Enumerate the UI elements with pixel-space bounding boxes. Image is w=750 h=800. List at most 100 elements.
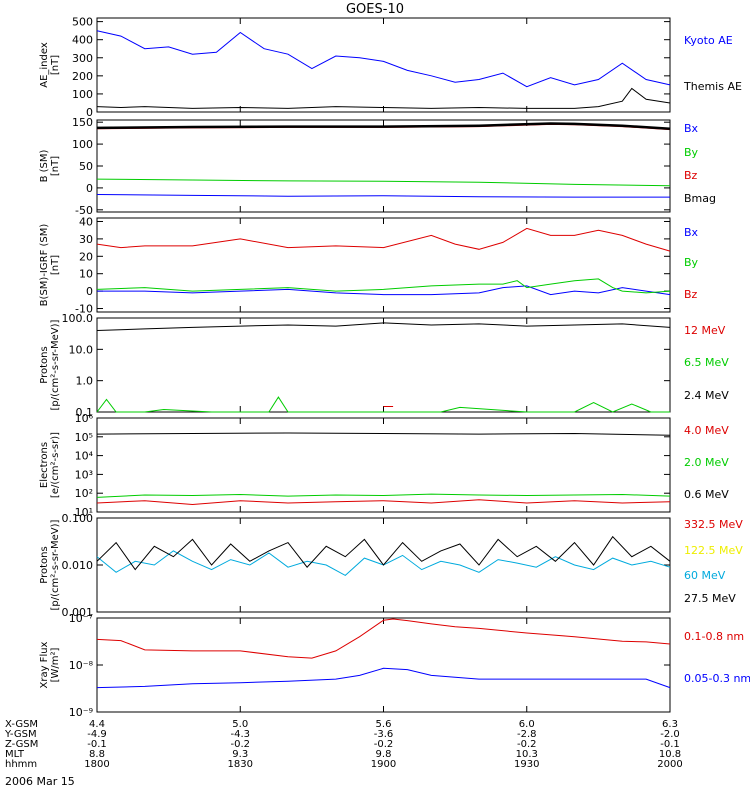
y-axis-label: [nT] <box>50 156 61 176</box>
y-tick-label: 10⁵ <box>75 431 93 444</box>
y-axis-label: AE_index <box>39 42 50 88</box>
y-tick-label: 40 <box>79 215 93 228</box>
legend-entry: Kyoto AE <box>684 34 733 47</box>
x-row-value: -2.0 <box>660 729 680 740</box>
panel-5: 10¹ 10² 10³ 10⁴ 10⁵ 10⁶ Electrons [e/(cm²-s-sr)… <box>39 412 729 519</box>
legend-entry: 6.5 MeV <box>684 356 729 369</box>
y-tick-label: 10³ <box>75 468 93 481</box>
x-row-value: -3.6 <box>374 729 394 740</box>
panel-6: 0.001 0.010 0.100 Protons [p/(cm²-s-sr-MeV)]… <box>39 512 743 619</box>
panel-frame <box>96 217 671 313</box>
y-tick-label: 100 <box>72 138 93 151</box>
x-row-value: 6.0 <box>519 719 535 730</box>
x-axis-table: X-GSM 4.4 5.0 5.6 6.0 6.3 Y-GSM -4.9 -4.3 -3.6 -2.… <box>4 719 683 770</box>
series-line <box>96 550 671 577</box>
y-axis-label: [nT] <box>50 255 61 275</box>
legend-entry: 27.5 MeV <box>684 592 736 605</box>
panel-frame <box>96 617 671 713</box>
x-row-value: 1830 <box>228 759 253 770</box>
y-tick-label: 1.0 <box>76 375 94 388</box>
legend-entry: By <box>684 146 699 159</box>
y-tick-label: 10⁴ <box>75 450 94 463</box>
series-line <box>96 432 671 436</box>
x-row-value: 5.6 <box>376 719 392 730</box>
y-axis-label: [p/(cm²-s-sr-MeV)] <box>50 319 61 410</box>
y-tick-label: 0.1 <box>76 406 94 419</box>
x-row-label: Z-GSM <box>5 739 38 750</box>
y-tick-label: 300 <box>72 52 93 65</box>
panel-3: -10 0 10 20 30 40 B(SM)-IGRF (SM) [nT] Bx By Bz <box>39 215 699 315</box>
x-row-value: 2000 <box>657 759 682 770</box>
x-row-value: -0.1 <box>87 739 107 750</box>
y-tick-label: 10⁶ <box>75 412 94 425</box>
y-tick-label: -50 <box>75 204 93 217</box>
x-row-label: Y-GSM <box>4 729 37 740</box>
y-tick-label: 10⁻⁸ <box>69 659 94 672</box>
y-tick-label: 0.010 <box>62 559 94 572</box>
series-line <box>96 499 671 506</box>
x-row-value: 1930 <box>514 759 539 770</box>
series-line <box>96 122 671 131</box>
legend-entry: By <box>684 256 699 269</box>
x-row-value: -0.2 <box>230 739 250 750</box>
y-tick-label: 10⁻⁷ <box>69 612 93 625</box>
x-row-value: 1900 <box>371 759 396 770</box>
panel-frame <box>96 119 671 213</box>
legend-entry: 332.5 MeV <box>684 518 743 531</box>
y-tick-label: 150 <box>72 116 93 129</box>
y-tick-label: 0 <box>86 285 93 298</box>
panel-7: 10⁻⁹ 10⁻⁸ 10⁻⁷ Xray Flux [W/m²] 0.1-0.8 nm 0.0… <box>39 612 750 719</box>
series-line <box>96 396 670 413</box>
y-axis-label: B (SM) <box>39 149 50 182</box>
panel-2: -50 0 50 100 150 B (SM) [nT] Bx By Bz Bmag <box>39 116 716 217</box>
y-axis-label: B(SM)-IGRF (SM) <box>39 224 50 307</box>
panel-frame <box>96 417 671 513</box>
x-row-value: 5.0 <box>232 719 248 730</box>
y-tick-label: 20 <box>79 250 93 263</box>
legend-entry: 2.4 MeV <box>684 389 729 402</box>
x-row-value: 9.3 <box>232 749 248 760</box>
legend-entry: 122.5 MeV <box>684 544 743 557</box>
y-axis-label: Electrons <box>39 442 50 488</box>
series-line <box>96 30 671 88</box>
y-tick-label: 100.0 <box>62 312 94 325</box>
y-tick-label: -10 <box>75 303 93 316</box>
x-row-value: -4.3 <box>230 729 250 740</box>
series-line <box>96 194 670 198</box>
series-line <box>96 278 671 294</box>
y-tick-label: 0.001 <box>62 606 94 619</box>
legend-entry: Bx <box>684 226 699 239</box>
x-row-value: 10.3 <box>516 749 538 760</box>
y-tick-label: 100 <box>72 88 93 101</box>
x-row-value: 6.3 <box>662 719 678 730</box>
y-axis-label: Protons <box>39 346 50 383</box>
x-row-value: 9.8 <box>376 749 392 760</box>
series-line <box>96 87 671 109</box>
legend-entry: 0.05-0.3 nm <box>684 672 750 685</box>
x-row-value: 1800 <box>84 759 109 770</box>
x-row-value: -2.8 <box>517 729 537 740</box>
y-tick-label: 400 <box>72 34 93 47</box>
legend-entry: Bz <box>684 169 698 182</box>
series-line <box>96 667 671 689</box>
series-line <box>96 618 671 659</box>
series-line <box>96 178 671 187</box>
x-row-label: hhmm <box>5 759 37 770</box>
y-tick-label: 10² <box>75 487 93 500</box>
legend-entry: 12 MeV <box>684 324 726 337</box>
y-tick-label: 500 <box>72 16 93 29</box>
y-tick-label: 200 <box>72 70 93 83</box>
y-axis-label: [nT] <box>50 55 61 75</box>
series-line <box>96 493 671 498</box>
legend-entry: 4.0 MeV <box>684 424 729 437</box>
legend-entry: 60 MeV <box>684 569 726 582</box>
legend-entry: Bz <box>684 288 698 301</box>
x-row-value: -0.2 <box>517 739 537 750</box>
y-tick-label: 50 <box>79 160 93 173</box>
panel-frame <box>96 17 671 113</box>
legend-entry: 2.0 MeV <box>684 456 729 469</box>
y-tick-label: 10⁻⁹ <box>69 706 93 719</box>
legend-entry: Bx <box>684 122 699 135</box>
